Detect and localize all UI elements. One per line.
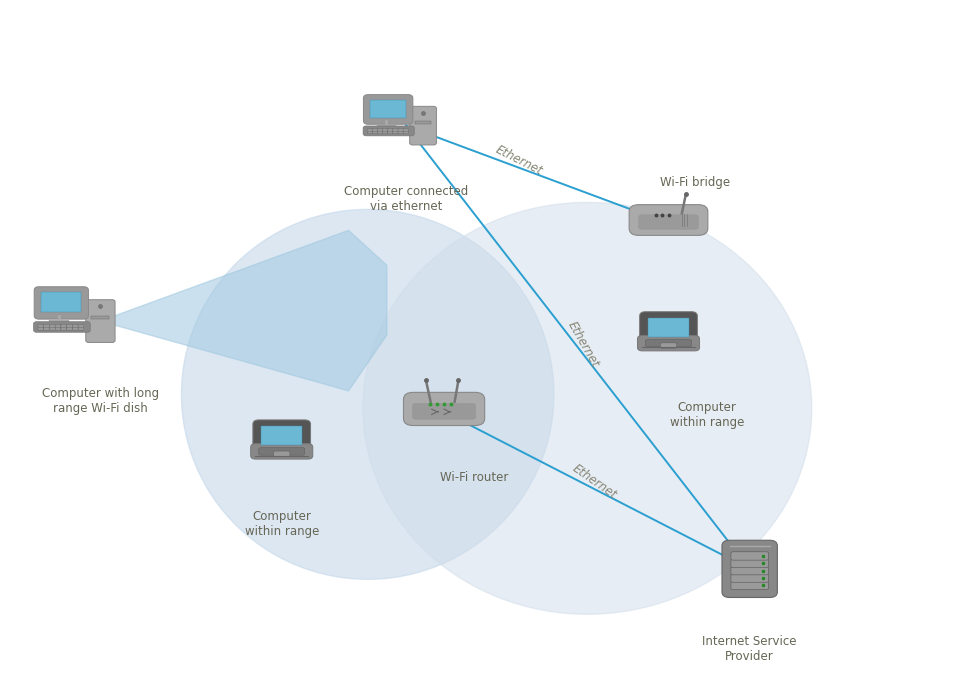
FancyBboxPatch shape: [722, 540, 777, 597]
FancyBboxPatch shape: [86, 299, 115, 343]
FancyBboxPatch shape: [393, 128, 398, 132]
FancyBboxPatch shape: [55, 327, 61, 330]
FancyBboxPatch shape: [55, 325, 61, 327]
FancyBboxPatch shape: [78, 327, 84, 330]
FancyBboxPatch shape: [34, 287, 89, 319]
Text: Ethernet: Ethernet: [570, 462, 619, 502]
FancyBboxPatch shape: [660, 343, 677, 348]
FancyBboxPatch shape: [38, 325, 44, 327]
FancyBboxPatch shape: [731, 574, 769, 582]
FancyBboxPatch shape: [731, 581, 769, 590]
FancyBboxPatch shape: [415, 121, 431, 124]
FancyBboxPatch shape: [364, 95, 413, 124]
FancyBboxPatch shape: [731, 552, 769, 560]
FancyBboxPatch shape: [731, 567, 769, 575]
Text: Internet Service
Provider: Internet Service Provider: [703, 635, 796, 663]
FancyBboxPatch shape: [273, 451, 290, 456]
FancyBboxPatch shape: [393, 131, 398, 134]
FancyBboxPatch shape: [44, 327, 50, 330]
FancyBboxPatch shape: [629, 205, 708, 235]
FancyBboxPatch shape: [368, 128, 372, 132]
FancyBboxPatch shape: [403, 131, 409, 134]
FancyBboxPatch shape: [250, 444, 312, 459]
FancyBboxPatch shape: [363, 126, 414, 136]
FancyBboxPatch shape: [38, 327, 44, 330]
FancyBboxPatch shape: [383, 131, 388, 134]
FancyBboxPatch shape: [50, 325, 55, 327]
FancyBboxPatch shape: [73, 325, 78, 327]
Text: Computer with long
range Wi-Fi dish: Computer with long range Wi-Fi dish: [42, 387, 159, 415]
FancyBboxPatch shape: [44, 325, 50, 327]
FancyBboxPatch shape: [371, 100, 406, 118]
FancyBboxPatch shape: [50, 327, 55, 330]
FancyBboxPatch shape: [639, 215, 698, 230]
FancyBboxPatch shape: [646, 339, 691, 347]
FancyBboxPatch shape: [372, 131, 377, 134]
FancyBboxPatch shape: [398, 128, 403, 132]
FancyBboxPatch shape: [368, 131, 372, 134]
Ellipse shape: [363, 202, 812, 614]
FancyBboxPatch shape: [731, 559, 769, 567]
Text: Ethernet: Ethernet: [565, 319, 602, 369]
FancyBboxPatch shape: [253, 420, 310, 452]
FancyBboxPatch shape: [638, 336, 699, 351]
Text: Computer
within range: Computer within range: [244, 510, 319, 537]
FancyBboxPatch shape: [61, 325, 67, 327]
FancyBboxPatch shape: [67, 325, 73, 327]
FancyBboxPatch shape: [410, 106, 436, 145]
Text: Wi-Fi router: Wi-Fi router: [440, 471, 509, 484]
FancyBboxPatch shape: [640, 312, 697, 343]
Polygon shape: [100, 230, 387, 391]
Text: Computer connected
via ethernet: Computer connected via ethernet: [344, 185, 468, 213]
FancyBboxPatch shape: [403, 128, 409, 132]
FancyBboxPatch shape: [388, 131, 393, 134]
FancyBboxPatch shape: [262, 426, 302, 445]
FancyBboxPatch shape: [67, 327, 73, 330]
FancyBboxPatch shape: [73, 327, 78, 330]
FancyBboxPatch shape: [78, 325, 84, 327]
FancyBboxPatch shape: [377, 131, 383, 134]
FancyBboxPatch shape: [388, 128, 393, 132]
FancyBboxPatch shape: [413, 403, 476, 419]
FancyBboxPatch shape: [33, 322, 90, 332]
Text: Wi-Fi bridge: Wi-Fi bridge: [660, 176, 731, 189]
Text: Computer
within range: Computer within range: [669, 401, 744, 429]
FancyBboxPatch shape: [383, 128, 388, 132]
FancyBboxPatch shape: [41, 292, 81, 313]
Ellipse shape: [181, 209, 554, 579]
FancyBboxPatch shape: [377, 128, 383, 132]
FancyBboxPatch shape: [92, 316, 110, 319]
FancyBboxPatch shape: [398, 131, 403, 134]
FancyBboxPatch shape: [61, 327, 67, 330]
FancyBboxPatch shape: [403, 392, 484, 426]
FancyBboxPatch shape: [372, 128, 377, 132]
Text: Ethernet: Ethernet: [494, 144, 544, 178]
FancyBboxPatch shape: [648, 318, 689, 337]
FancyBboxPatch shape: [259, 447, 305, 455]
